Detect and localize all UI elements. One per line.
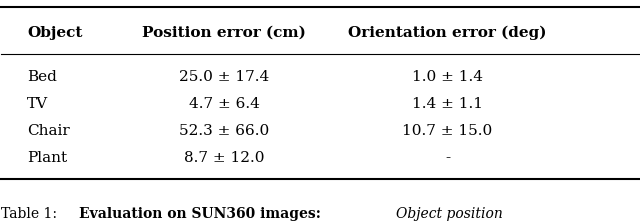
Text: Plant: Plant bbox=[27, 151, 67, 165]
Text: Object position: Object position bbox=[396, 207, 502, 221]
Text: 1.0 ± 1.4: 1.0 ± 1.4 bbox=[412, 70, 483, 84]
Text: 10.7 ± 15.0: 10.7 ± 15.0 bbox=[403, 124, 493, 138]
Text: 8.7 ± 12.0: 8.7 ± 12.0 bbox=[184, 151, 265, 165]
Text: 52.3 ± 66.0: 52.3 ± 66.0 bbox=[179, 124, 269, 138]
Text: 4.7 ± 6.4: 4.7 ± 6.4 bbox=[189, 97, 260, 111]
Text: -: - bbox=[445, 151, 450, 165]
Text: Position error (cm): Position error (cm) bbox=[143, 26, 307, 40]
Text: Object: Object bbox=[27, 26, 83, 40]
Text: Evaluation on SUN360 images:: Evaluation on SUN360 images: bbox=[79, 207, 326, 221]
Text: Orientation error (deg): Orientation error (deg) bbox=[348, 26, 547, 40]
Text: TV: TV bbox=[27, 97, 48, 111]
Text: 25.0 ± 17.4: 25.0 ± 17.4 bbox=[179, 70, 269, 84]
Text: 1.4 ± 1.1: 1.4 ± 1.1 bbox=[412, 97, 483, 111]
Text: Bed: Bed bbox=[27, 70, 57, 84]
Text: Chair: Chair bbox=[27, 124, 70, 138]
Text: Table 1:: Table 1: bbox=[1, 207, 62, 221]
